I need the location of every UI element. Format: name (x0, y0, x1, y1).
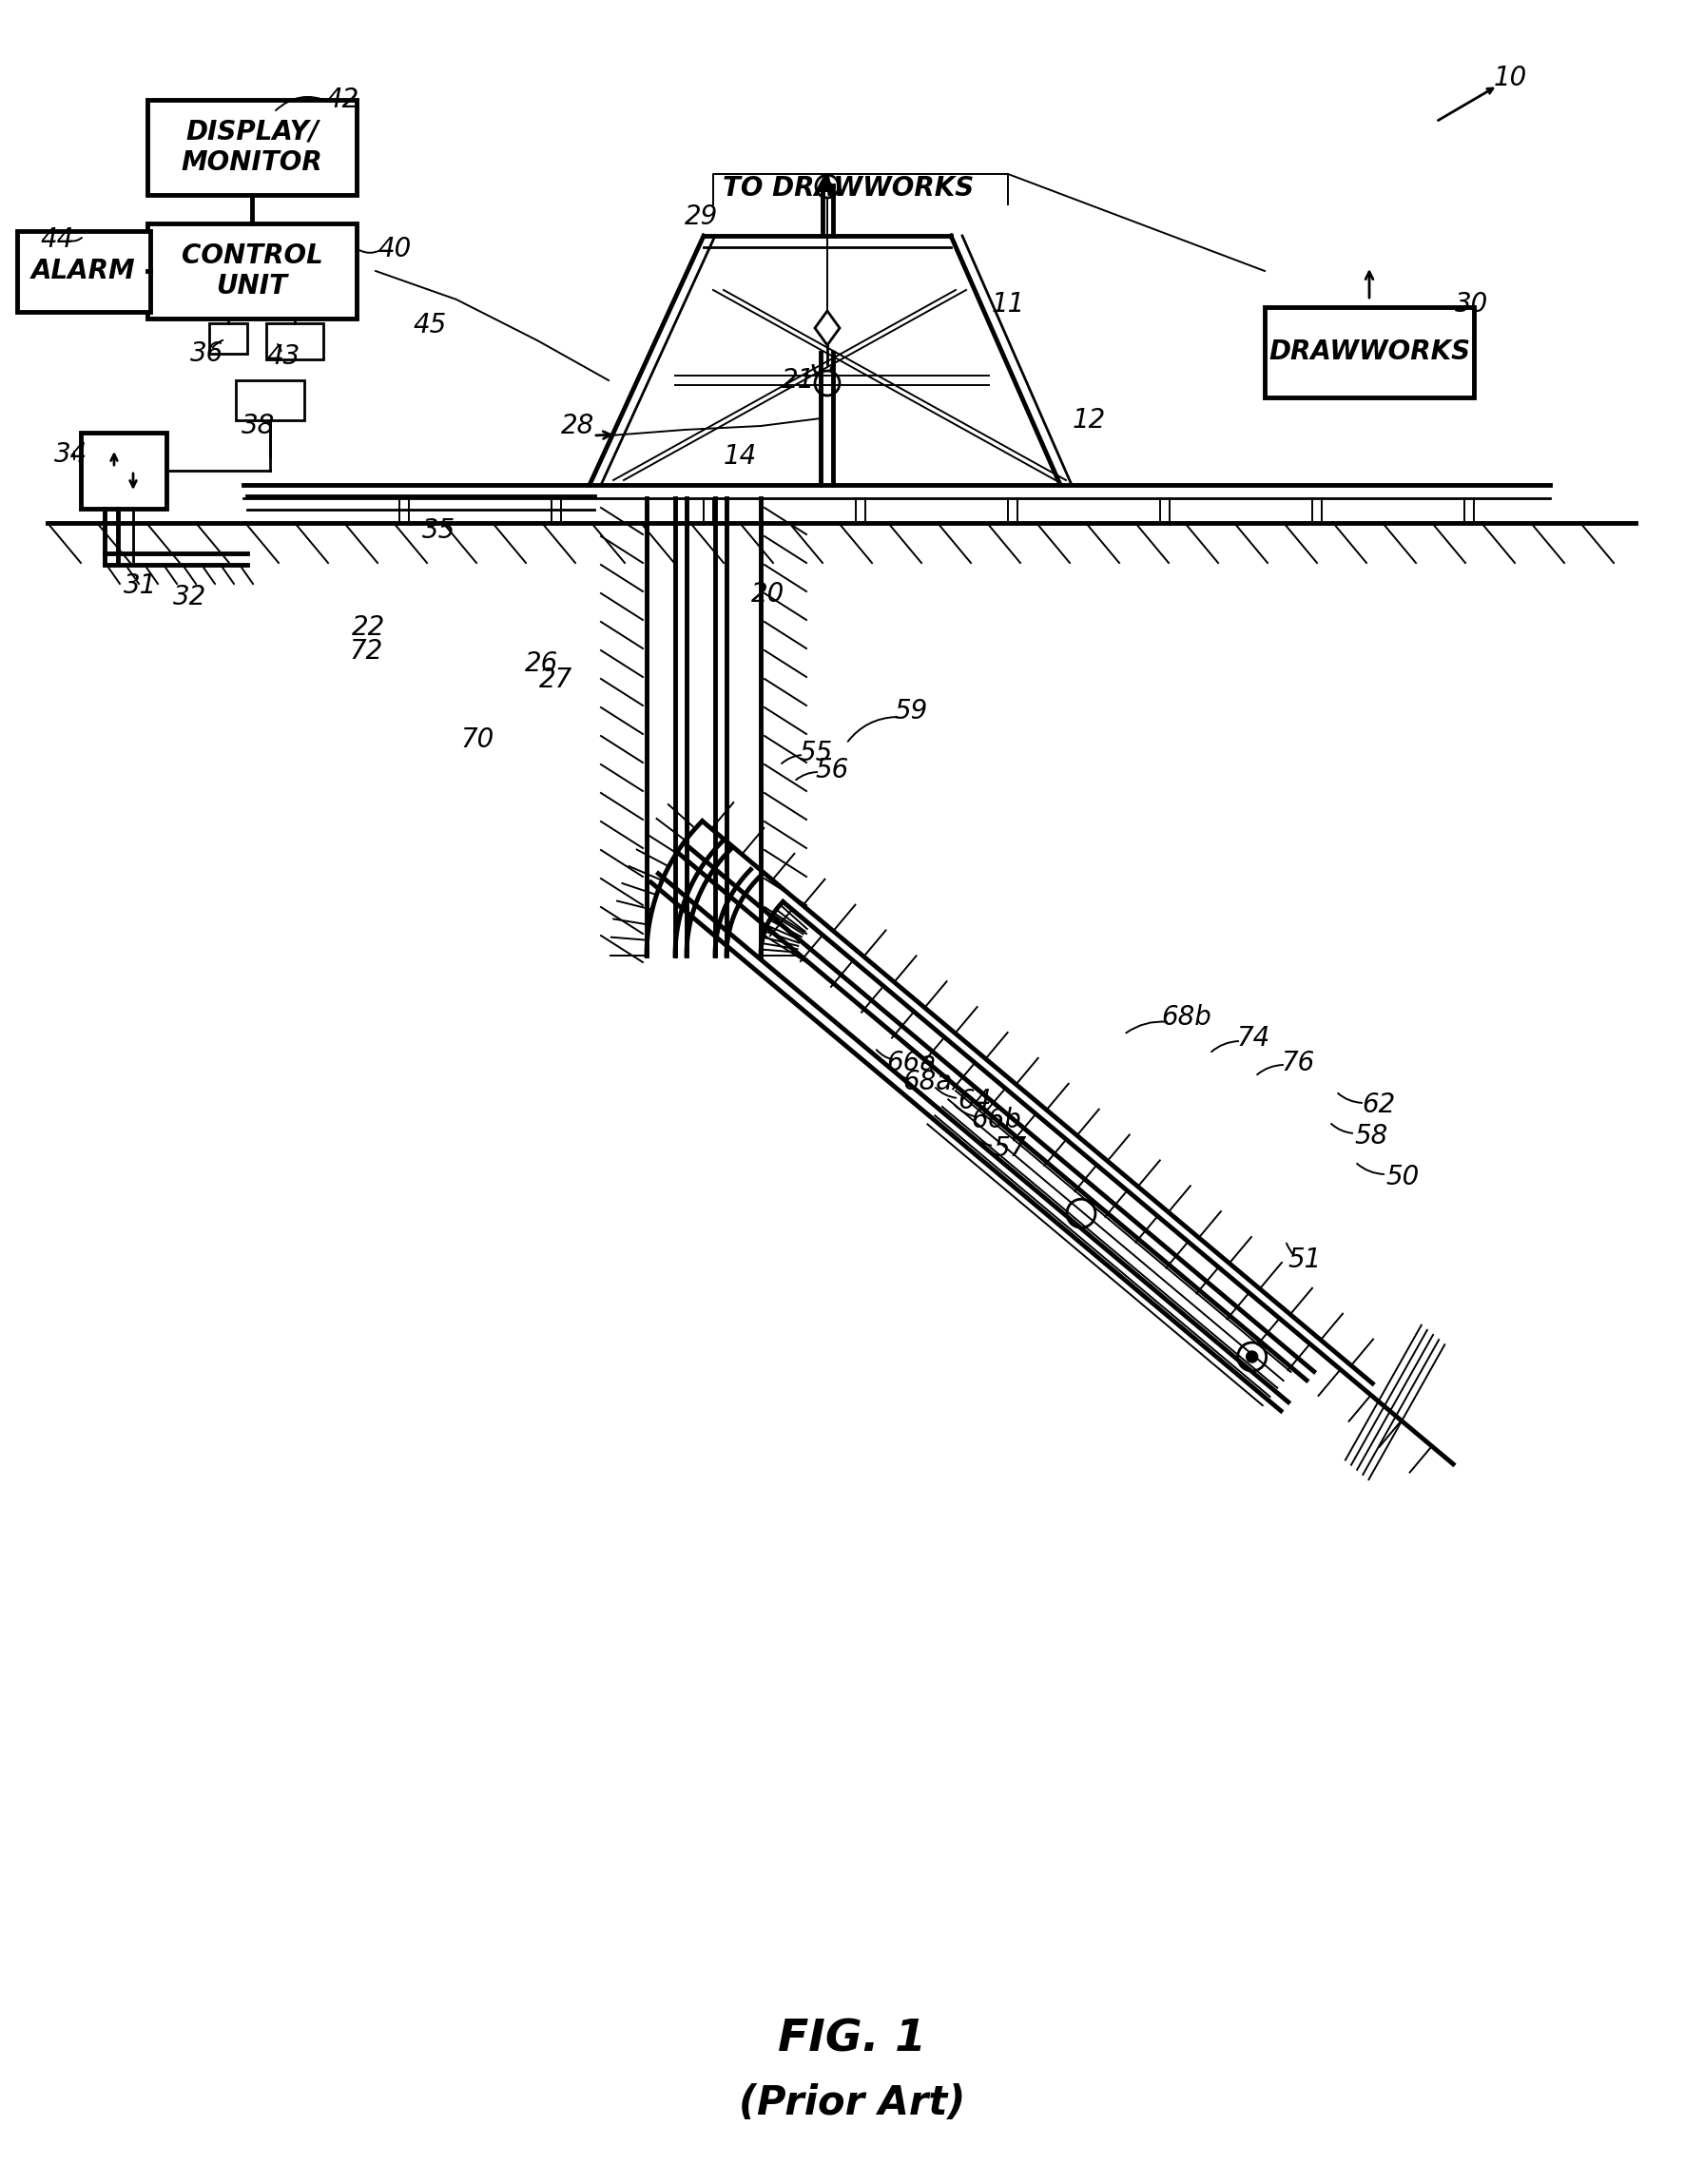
Text: 14: 14 (722, 443, 757, 470)
Text: 45: 45 (412, 312, 446, 339)
Text: 44: 44 (41, 227, 73, 253)
Circle shape (823, 181, 832, 192)
Circle shape (816, 175, 838, 199)
Circle shape (815, 371, 840, 395)
Text: 74: 74 (1237, 1024, 1269, 1051)
Text: 11: 11 (992, 290, 1024, 317)
Circle shape (1067, 1199, 1096, 1227)
FancyBboxPatch shape (235, 380, 305, 419)
FancyBboxPatch shape (80, 432, 167, 509)
Text: 29: 29 (685, 203, 719, 229)
Text: 66a: 66a (886, 1051, 935, 1077)
Text: 42: 42 (325, 87, 360, 114)
Text: 12: 12 (1072, 406, 1106, 435)
Text: 62: 62 (1361, 1092, 1396, 1118)
FancyBboxPatch shape (210, 323, 247, 354)
Text: 26: 26 (525, 651, 559, 677)
Text: 50: 50 (1385, 1164, 1419, 1190)
Circle shape (1237, 1343, 1266, 1372)
Text: 20: 20 (751, 581, 786, 607)
Text: CONTROL
UNIT: CONTROL UNIT (181, 242, 322, 299)
FancyBboxPatch shape (1264, 306, 1474, 397)
Text: 30: 30 (1455, 290, 1489, 317)
Text: 28: 28 (561, 413, 595, 439)
Polygon shape (815, 310, 840, 345)
Text: 64: 64 (958, 1088, 992, 1114)
Text: 51: 51 (1288, 1247, 1321, 1273)
Text: DRAWWORKS: DRAWWORKS (1268, 339, 1471, 365)
Text: 31: 31 (124, 572, 157, 598)
Text: 27: 27 (540, 666, 573, 692)
Text: 10: 10 (1493, 66, 1527, 92)
Text: 38: 38 (242, 413, 276, 439)
Text: 36: 36 (191, 341, 223, 367)
Text: 57: 57 (993, 1136, 1026, 1162)
Text: 55: 55 (799, 740, 833, 767)
Text: 40: 40 (378, 236, 411, 262)
Text: 43: 43 (266, 343, 300, 369)
Text: 72: 72 (349, 638, 383, 664)
Text: ALARM: ALARM (32, 258, 136, 284)
Text: 35: 35 (423, 518, 457, 544)
Text: TO DRAWWORKS: TO DRAWWORKS (722, 175, 975, 201)
Text: 59: 59 (895, 699, 927, 725)
Text: 68b: 68b (1162, 1005, 1212, 1031)
Text: (Prior Art): (Prior Art) (740, 2084, 964, 2123)
Text: 32: 32 (174, 583, 206, 609)
FancyBboxPatch shape (147, 100, 356, 194)
Text: 56: 56 (815, 758, 849, 784)
Text: 58: 58 (1355, 1123, 1389, 1149)
Text: DISPLAY/
MONITOR: DISPLAY/ MONITOR (181, 118, 322, 177)
Text: 66b: 66b (971, 1107, 1022, 1133)
Text: 68a: 68a (903, 1068, 953, 1096)
FancyBboxPatch shape (147, 223, 356, 319)
Text: FIG. 1: FIG. 1 (777, 2018, 927, 2062)
Text: 76: 76 (1281, 1051, 1315, 1077)
Text: 70: 70 (460, 727, 494, 753)
Text: 34: 34 (55, 441, 89, 467)
FancyBboxPatch shape (266, 323, 324, 360)
Text: 21: 21 (782, 367, 816, 393)
FancyBboxPatch shape (17, 232, 150, 312)
Circle shape (1246, 1352, 1258, 1363)
Text: 22: 22 (353, 614, 385, 640)
